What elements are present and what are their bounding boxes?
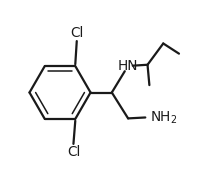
Text: Cl: Cl <box>66 145 80 159</box>
Text: HN: HN <box>117 59 138 73</box>
Text: Cl: Cl <box>70 26 83 40</box>
Text: NH$_2$: NH$_2$ <box>150 109 177 126</box>
